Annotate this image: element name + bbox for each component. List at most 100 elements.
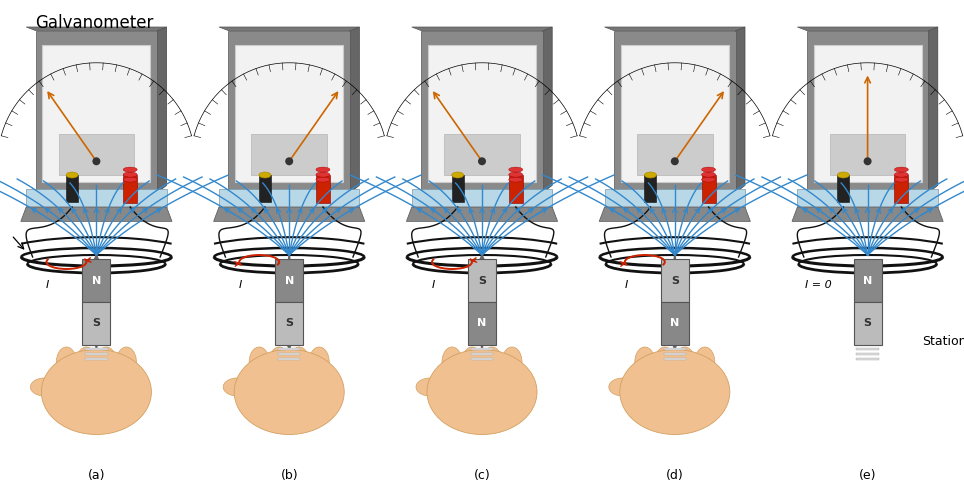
- Ellipse shape: [269, 347, 289, 377]
- Ellipse shape: [635, 347, 655, 377]
- Ellipse shape: [838, 172, 849, 178]
- Bar: [278, 353, 301, 355]
- Circle shape: [285, 157, 293, 165]
- Ellipse shape: [509, 167, 522, 172]
- Bar: [42, 45, 150, 182]
- Polygon shape: [797, 27, 938, 31]
- Ellipse shape: [695, 347, 714, 377]
- Ellipse shape: [234, 349, 344, 434]
- Ellipse shape: [316, 167, 330, 172]
- Text: S: S: [671, 276, 679, 285]
- Polygon shape: [219, 27, 360, 31]
- Text: I: I: [625, 280, 628, 290]
- Ellipse shape: [895, 167, 908, 172]
- Ellipse shape: [316, 172, 330, 177]
- Bar: [621, 45, 729, 182]
- Ellipse shape: [259, 172, 271, 178]
- Bar: [275, 259, 304, 302]
- Bar: [856, 348, 879, 350]
- Text: S: S: [864, 318, 871, 329]
- Bar: [252, 134, 327, 175]
- Bar: [663, 353, 686, 355]
- Bar: [856, 358, 879, 361]
- Bar: [637, 134, 712, 175]
- Ellipse shape: [620, 349, 730, 434]
- Ellipse shape: [123, 172, 137, 177]
- Bar: [660, 259, 689, 302]
- Bar: [316, 175, 330, 203]
- Ellipse shape: [895, 172, 908, 177]
- Polygon shape: [214, 207, 364, 221]
- Bar: [275, 302, 304, 345]
- Ellipse shape: [702, 172, 715, 177]
- Bar: [853, 259, 882, 302]
- Text: I: I: [46, 280, 49, 290]
- Ellipse shape: [509, 172, 522, 177]
- Polygon shape: [412, 27, 552, 31]
- Ellipse shape: [502, 347, 522, 377]
- Bar: [663, 348, 686, 350]
- Polygon shape: [604, 189, 745, 207]
- Polygon shape: [412, 189, 552, 207]
- Ellipse shape: [416, 378, 444, 396]
- Ellipse shape: [316, 177, 330, 182]
- Text: S: S: [478, 276, 486, 285]
- Polygon shape: [228, 31, 350, 196]
- Circle shape: [864, 157, 871, 165]
- Polygon shape: [350, 27, 360, 192]
- Ellipse shape: [309, 347, 329, 377]
- Polygon shape: [26, 189, 167, 207]
- Ellipse shape: [482, 347, 502, 377]
- Text: (a): (a): [88, 469, 105, 482]
- Polygon shape: [21, 207, 172, 221]
- Bar: [645, 175, 656, 202]
- Ellipse shape: [509, 177, 522, 182]
- Text: (d): (d): [666, 469, 683, 482]
- Ellipse shape: [462, 347, 482, 377]
- Bar: [428, 45, 536, 182]
- Bar: [278, 358, 301, 361]
- Bar: [67, 175, 78, 202]
- Text: N: N: [670, 318, 680, 329]
- Ellipse shape: [96, 347, 117, 377]
- Ellipse shape: [57, 347, 76, 377]
- Bar: [123, 175, 137, 203]
- Ellipse shape: [250, 347, 269, 377]
- Polygon shape: [600, 207, 750, 221]
- Bar: [853, 302, 882, 345]
- Polygon shape: [26, 27, 167, 31]
- Ellipse shape: [609, 378, 637, 396]
- Ellipse shape: [645, 172, 656, 178]
- Ellipse shape: [702, 177, 715, 182]
- Bar: [470, 353, 494, 355]
- Ellipse shape: [452, 172, 464, 178]
- Polygon shape: [604, 27, 745, 31]
- Circle shape: [93, 157, 100, 165]
- Bar: [235, 45, 343, 182]
- Polygon shape: [807, 31, 928, 196]
- Bar: [470, 348, 494, 350]
- Ellipse shape: [67, 172, 78, 178]
- Bar: [468, 302, 496, 345]
- Ellipse shape: [655, 347, 675, 377]
- Bar: [85, 358, 108, 361]
- Bar: [82, 302, 111, 345]
- Polygon shape: [157, 27, 167, 192]
- Bar: [838, 175, 849, 202]
- Text: I: I: [239, 280, 242, 290]
- Text: I = 0: I = 0: [806, 280, 832, 290]
- Bar: [59, 134, 134, 175]
- Bar: [452, 175, 464, 202]
- Polygon shape: [407, 207, 557, 221]
- Bar: [85, 353, 108, 355]
- Ellipse shape: [76, 347, 96, 377]
- Polygon shape: [928, 27, 938, 192]
- Bar: [444, 134, 520, 175]
- Polygon shape: [36, 31, 157, 196]
- Text: N: N: [284, 276, 294, 285]
- Ellipse shape: [442, 347, 462, 377]
- Ellipse shape: [289, 347, 309, 377]
- Text: Stationary: Stationary: [923, 336, 964, 348]
- Bar: [468, 259, 496, 302]
- Bar: [702, 175, 715, 203]
